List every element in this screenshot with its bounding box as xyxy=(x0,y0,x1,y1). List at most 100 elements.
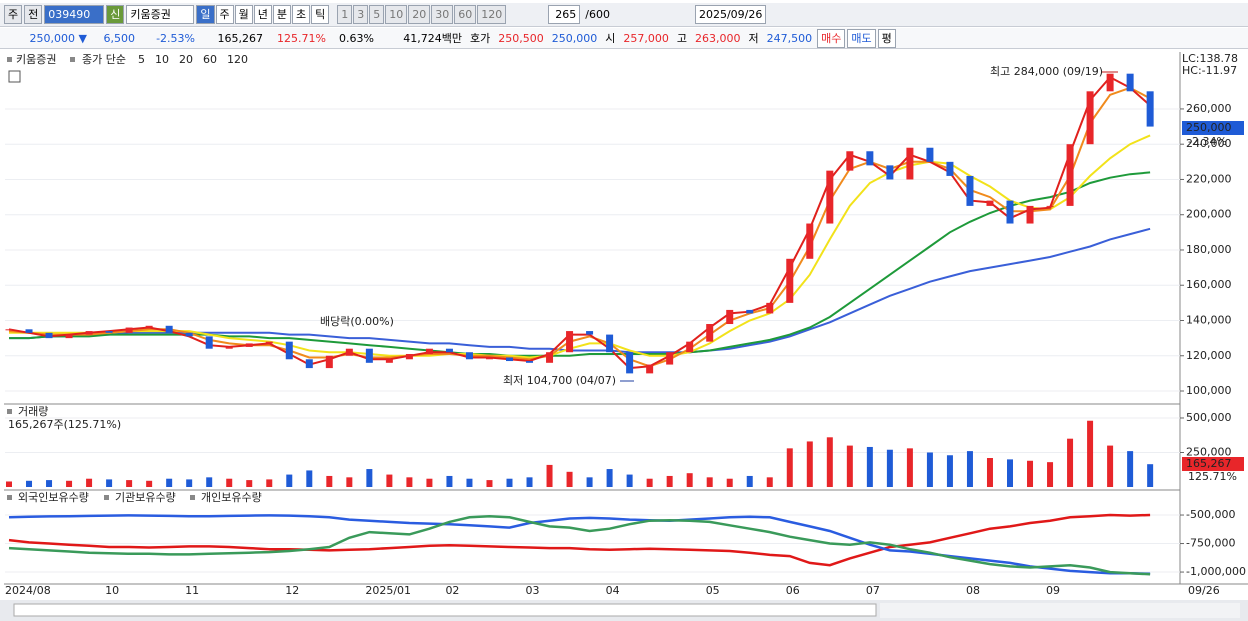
scroll-thumb[interactable] xyxy=(13,603,877,617)
candle xyxy=(245,343,253,347)
candle xyxy=(485,357,493,360)
candle xyxy=(886,165,894,180)
market[interactable]: 주 xyxy=(4,5,23,24)
y-tick-label: -500,000 xyxy=(1186,508,1235,521)
period[interactable]: 초 xyxy=(292,5,311,24)
moving-average xyxy=(9,171,1151,357)
avg-button[interactable]: 평 xyxy=(877,28,896,48)
moving-average xyxy=(9,134,1151,359)
candle xyxy=(25,329,33,333)
period[interactable]: 월 xyxy=(234,5,253,24)
annotation-dividend: 배당락(0.00%) xyxy=(320,315,394,328)
interval[interactable]: 3 xyxy=(353,5,369,24)
holding-line xyxy=(8,513,1151,567)
volume-bar xyxy=(1047,462,1054,487)
vol-rate: 125.71% xyxy=(1188,470,1237,483)
last-tag: 250,000 xyxy=(1186,121,1232,134)
buy-button[interactable]: 매수 xyxy=(817,28,846,48)
legend-ma: 5 xyxy=(138,53,145,66)
interval[interactable]: 10 xyxy=(385,5,408,24)
y-tick-label: 500,000 xyxy=(1186,411,1232,424)
volume-bar xyxy=(1107,445,1114,487)
y-tick-label: 120,000 xyxy=(1186,349,1232,362)
period[interactable]: 년 xyxy=(253,5,272,24)
period[interactable]: 틱 xyxy=(311,5,330,24)
x-tick-label: 04 xyxy=(606,584,620,597)
legend-ma: 10 xyxy=(155,53,169,66)
volume-bar xyxy=(526,477,533,487)
price: 250,000 ▼ xyxy=(29,31,87,45)
candle xyxy=(866,151,874,166)
low-label: 저 xyxy=(748,32,759,45)
sell-button[interactable]: 매도 xyxy=(847,28,876,48)
open-label: 시 xyxy=(605,32,616,45)
count[interactable]: 265 xyxy=(548,5,581,24)
volume-bar xyxy=(686,473,693,487)
interval[interactable]: 120 xyxy=(477,5,507,24)
candle xyxy=(325,355,333,369)
volume-bar xyxy=(486,480,493,487)
volume-bar xyxy=(266,479,273,487)
moving-average xyxy=(8,86,1151,368)
candle xyxy=(806,223,814,259)
legend-ma: 60 xyxy=(203,53,217,66)
volume-bar xyxy=(6,481,12,487)
legend-box xyxy=(190,495,195,500)
candle xyxy=(766,302,774,314)
candle xyxy=(646,364,654,374)
volume-bar xyxy=(66,480,73,487)
volume-bar xyxy=(906,448,913,487)
volume-bar xyxy=(866,446,873,487)
candle xyxy=(385,359,393,363)
period[interactable]: 일 xyxy=(196,5,215,24)
candle xyxy=(946,161,954,176)
y-tick-label: 250,000 xyxy=(1186,445,1232,458)
interval[interactable]: 1 xyxy=(337,5,353,24)
code[interactable]: 039490 xyxy=(44,5,105,24)
candle xyxy=(265,341,273,344)
volume-bar xyxy=(326,475,333,487)
x-end-label: 09/26 xyxy=(1188,584,1220,597)
volume-bar xyxy=(286,474,293,487)
volume-bar xyxy=(986,458,993,487)
volume-bar xyxy=(846,445,853,487)
volume-bar xyxy=(706,477,713,487)
volume-bar xyxy=(806,441,813,487)
y-tick-label: -750,000 xyxy=(1186,537,1235,550)
date[interactable]: 2025/09/26 xyxy=(694,5,767,24)
high-label: 고 xyxy=(676,32,687,45)
period[interactable]: 분 xyxy=(272,5,291,24)
volume-bar xyxy=(1147,464,1154,487)
interval[interactable]: 30 xyxy=(431,5,454,24)
open: 257,000 xyxy=(623,31,669,45)
x-tick-label: 07 xyxy=(866,584,880,597)
turnover: 0.63% xyxy=(339,31,374,45)
zoom-tools[interactable] xyxy=(880,603,1240,618)
interval[interactable]: 20 xyxy=(408,5,431,24)
period[interactable]: 주 xyxy=(215,5,234,24)
volume-bar xyxy=(886,449,893,487)
candle xyxy=(225,346,233,349)
x-tick-label: 02 xyxy=(445,584,459,597)
volume-bar xyxy=(126,480,133,487)
y-tick-label: 220,000 xyxy=(1186,172,1232,185)
candle xyxy=(1006,200,1014,224)
volume-bar xyxy=(586,477,593,487)
volume-bar xyxy=(1027,460,1034,487)
volume-bar xyxy=(1067,438,1074,487)
candle xyxy=(1106,73,1114,92)
scope[interactable]: 전 xyxy=(24,5,43,24)
holding-line xyxy=(8,514,1151,576)
volume-rate: 125.71% xyxy=(277,31,326,45)
interval[interactable]: 60 xyxy=(454,5,477,24)
candle xyxy=(526,361,534,363)
volume-bar xyxy=(646,478,653,487)
bid: 250,000 xyxy=(551,31,598,45)
candle xyxy=(1026,205,1034,224)
last-tag-bg xyxy=(1182,121,1244,135)
high: 263,000 xyxy=(695,31,741,45)
volume-bar xyxy=(786,448,793,487)
interval[interactable]: 5 xyxy=(369,5,385,24)
candle xyxy=(105,331,113,333)
